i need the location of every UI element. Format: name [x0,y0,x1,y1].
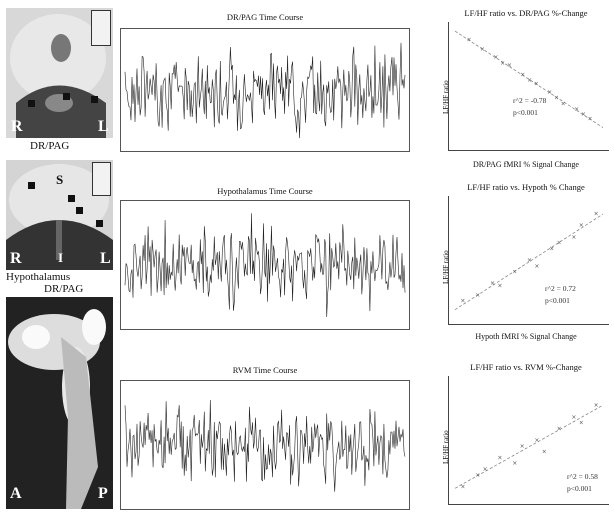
scatter-point: × [561,100,566,107]
coronal-brain-slice: S R I L [6,160,113,270]
sagittal-dr-pag-caption: DR/PAG [44,283,84,295]
scatter-point: × [534,81,539,88]
scatter-point: × [497,454,502,461]
scatter-point: × [520,443,525,450]
coronal-right-label: L [100,250,111,267]
scatter-xlabel-2: Hypoth fMRI % Signal Change [475,332,577,341]
scatter-point: × [557,240,562,247]
ts-plot-3 [120,380,410,510]
scatter-point: × [493,54,498,61]
axial-brain-slice: R L [6,8,113,138]
scatter-svg-1: ×××× ××× ××××××× [454,30,604,128]
scatter-p-2: p<0.001 [545,296,570,305]
scatter-svg-3: ×××××××××××× [454,402,604,490]
scatter-point: × [520,71,525,78]
roi-marker [96,220,103,227]
axial-inset-thumbnail [91,10,111,46]
ts-svg-3 [124,399,406,492]
scatter-point: × [512,460,517,467]
coronal-bottom-label: I [58,250,64,265]
scatter-point: × [579,420,584,427]
scatter-point: × [527,257,532,264]
sagittal-brain-slice: A P [6,297,113,509]
scatter-svg-2: ××× ××××××××× [454,211,604,311]
scatter-point: × [460,298,465,305]
roi-marker [28,100,35,107]
regression-line [454,30,604,128]
ts-title-2: Hypothalamus Time Course [217,186,313,196]
sagittal-brain-image [6,297,113,509]
axial-left-label: R [11,118,23,135]
scatter-point: × [542,449,547,456]
scatter-r2-2: r^2 = 0.72 [545,284,576,293]
scatter-plot-3: × × × × × × × × × × × × r^2 = 0.58 p<0.001 [448,376,609,505]
scatter-point: × [574,106,579,113]
ts-plot-1 [120,28,410,152]
scatter-r2-1: r^2 = -0.78 [513,96,547,105]
time-course-line [124,399,406,492]
coronal-inset-thumbnail [92,162,111,196]
ts-title-3: RVM Time Course [232,365,298,375]
scatter-point: × [547,89,552,96]
scatter-title-3: LF/HF ratio vs. RVM %-Change [470,362,582,372]
scatter-point: × [594,402,599,409]
scatter-point: × [500,60,505,67]
coronal-left-label: R [10,250,22,267]
scatter-point: × [460,483,465,490]
scatter-point: × [549,245,554,252]
hypothalamus-caption: Hypothalamus [6,271,71,283]
sagittal-anterior-label: A [10,485,22,502]
scatter-point: × [466,37,471,44]
scatter-title-1: LF/HF ratio vs. DR/PAG %-Change [464,8,588,18]
roi-marker [63,93,70,100]
ts-svg-2 [124,213,406,318]
roi-marker [28,182,35,189]
scatter-point: × [554,95,559,102]
scatter-point: × [497,283,502,290]
sagittal-posterior-label: P [98,485,108,502]
scatter-point: × [534,263,539,270]
ts-svg-1 [124,42,406,139]
roi-marker [76,207,83,214]
time-course-line [124,42,406,139]
scatter-plot-1: × × × × × × × × × × × × × × r^2 = -0.78 p<0.001 [448,22,609,151]
scatter-point: × [475,472,480,479]
regression-line [454,213,604,311]
scatter-p-3: p<0.001 [567,484,592,493]
scatter-point: × [579,222,584,229]
scatter-point: × [557,425,562,432]
scatter-xlabel-1: DR/PAG fMRI % Signal Change [473,160,579,169]
scatter-point: × [507,62,512,69]
scatter-point: × [527,77,532,84]
ts-plot-2 [120,200,410,330]
axial-right-label: L [98,118,109,135]
scatter-point: × [512,269,517,276]
roi-marker [68,195,75,202]
scatter-point: × [534,437,539,444]
scatter-point: × [571,414,576,421]
scatter-point: × [588,115,593,122]
scatter-point: × [594,211,599,218]
scatter-point: × [490,280,495,287]
ts-title-1: DR/PAG Time Course [226,12,304,22]
time-course-line [124,213,406,318]
scatter-point: × [480,46,485,53]
scatter-point: × [483,466,488,473]
scatter-point: × [475,292,480,299]
regression-line [454,404,604,489]
roi-marker [91,96,98,103]
scatter-plot-2: × × × × × × × × × × × × r^2 = 0.72 p<0.001 [448,196,609,325]
coronal-center-label: S [56,172,64,187]
dr-pag-caption: DR/PAG [30,140,70,152]
scatter-point: × [571,234,576,241]
scatter-p-1: p<0.001 [513,108,538,117]
scatter-r2-3: r^2 = 0.58 [567,472,598,481]
scatter-title-2: LF/HF ratio vs. Hypoth % Change [467,182,585,192]
scatter-point: × [581,111,586,118]
